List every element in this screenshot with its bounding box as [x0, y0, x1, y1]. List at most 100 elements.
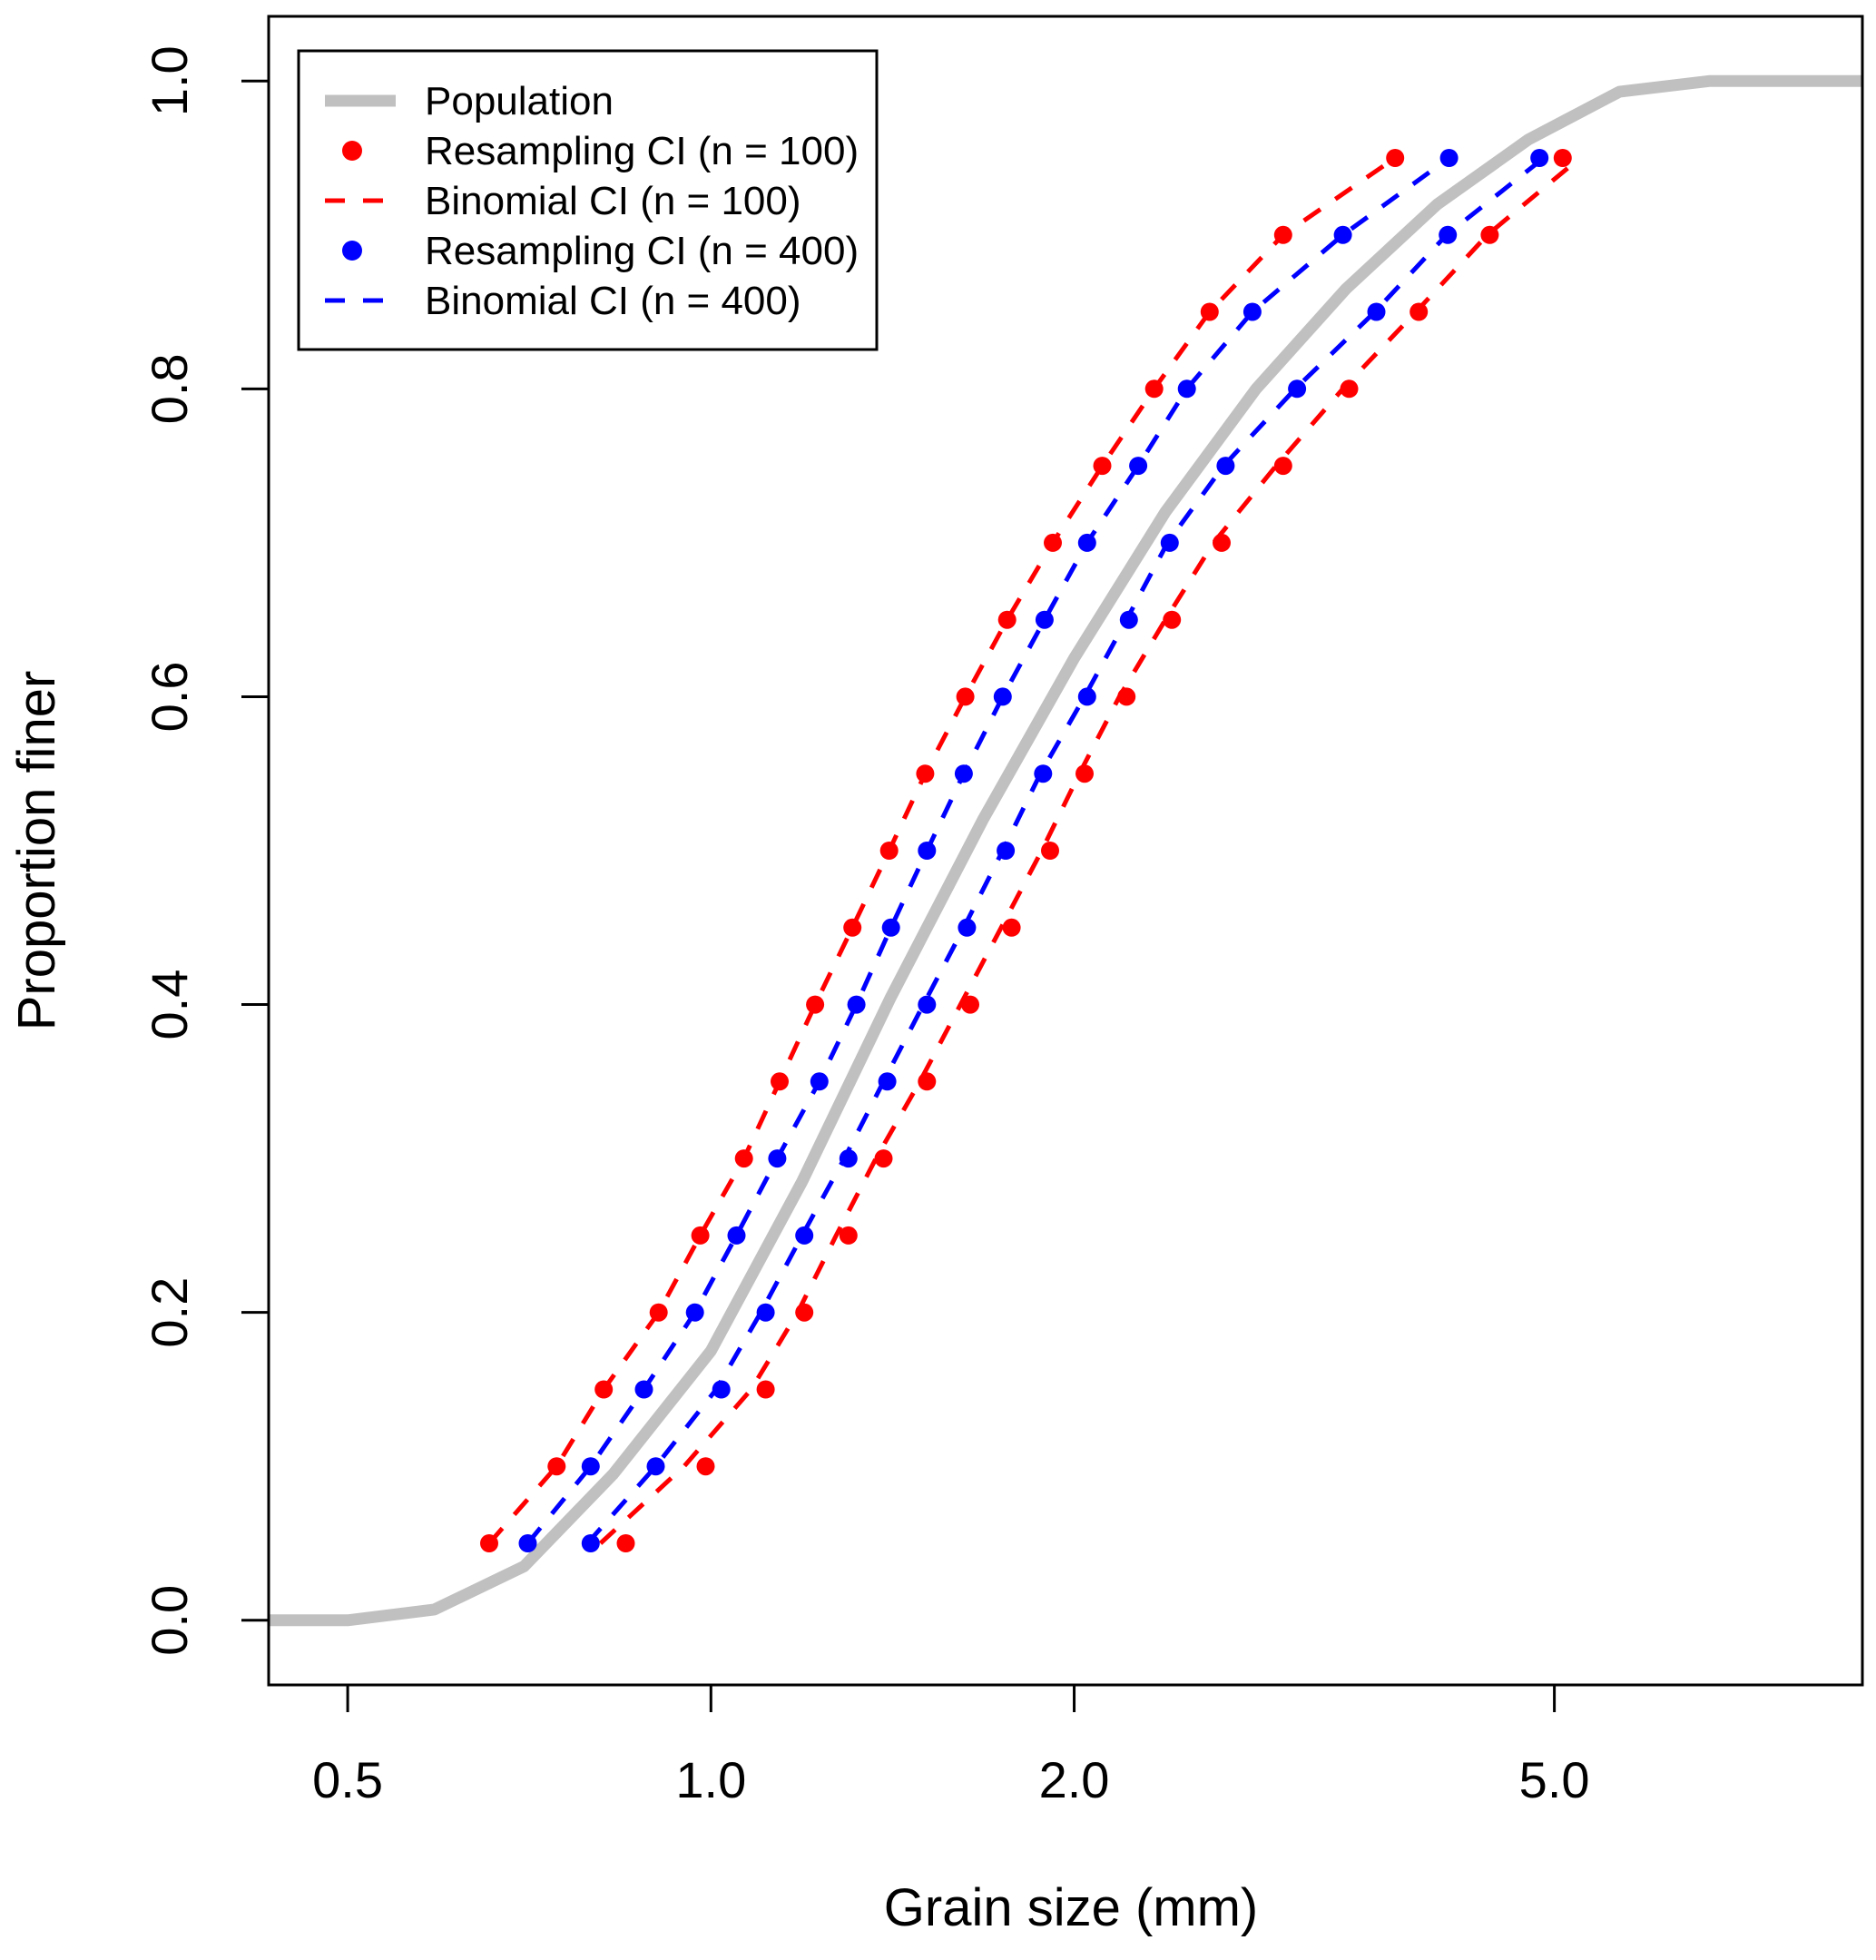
resampling-ci-n-400-lower-size-point	[1035, 610, 1054, 629]
resampling-ci-n-100-lower-size-point	[1386, 149, 1405, 167]
y-tick-label: 0.6	[141, 662, 198, 733]
x-tick-label: 0.5	[312, 1751, 383, 1808]
legend-item-binomial-ci-n-100-label: Binomial CI (n = 100)	[425, 179, 801, 223]
legend-item-binomial-ci-n-400-label: Binomial CI (n = 400)	[425, 279, 801, 323]
resampling-ci-n-100-upper-size-point	[1041, 842, 1059, 860]
resampling-ci-n-400-upper-size-point	[1367, 302, 1386, 321]
resampling-ci-n-400-upper-size-point	[1288, 379, 1307, 399]
resampling-ci-n-400-upper-size-point	[646, 1457, 665, 1476]
y-tick-label: 0.2	[141, 1277, 198, 1348]
resampling-ci-n-100-lower-size-point	[916, 764, 935, 783]
resampling-ci-n-100-upper-size-point	[1117, 687, 1136, 706]
resampling-ci-n-100-upper-size-point	[1340, 379, 1359, 399]
resampling-ci-n-100-upper-size-point	[918, 1072, 937, 1091]
resampling-ci-n-400-upper-size-point	[1034, 764, 1053, 783]
resampling-ci-n-100-upper-size-point	[874, 1149, 893, 1168]
resampling-ci-n-400-lower-size-point	[918, 842, 937, 860]
resampling-ci-n-100-lower-size-point	[771, 1072, 789, 1091]
resampling-ci-n-400-upper-size-point	[878, 1072, 897, 1091]
resampling-ci-n-100-lower-size-point	[734, 1149, 753, 1168]
y-tick-label: 0.0	[141, 1585, 198, 1656]
binomial-ci-n-400-lower-size-line	[525, 155, 1451, 1545]
y-tick-label: 0.4	[141, 970, 198, 1040]
resampling-ci-n-100-lower-size-point	[956, 687, 975, 706]
x-axis-title: Grain size (mm)	[884, 1878, 1258, 1937]
resampling-ci-n-100-lower-size-point	[997, 610, 1017, 629]
resampling-ci-n-100-lower-size-point	[843, 918, 862, 937]
resampling-ci-n-100-upper-size-point	[756, 1380, 775, 1399]
resampling-ci-n-400-upper-size-point	[756, 1303, 775, 1322]
resampling-ci-n-400-lower-size-point	[1129, 457, 1148, 476]
resampling-ci-n-400-upper-size-point	[1119, 610, 1138, 629]
resampling-ci-n-400-lower-size-point	[1242, 302, 1262, 321]
resampling-ci-n-100-lower-size-point	[691, 1226, 710, 1245]
resampling-ci-n-100-lower-size-point	[806, 995, 825, 1014]
resampling-ci-n-100-upper-size-point	[1163, 610, 1182, 629]
resampling-ci-n-100-upper-size-point	[961, 995, 979, 1014]
resampling-ci-n-400-lower-size-point	[581, 1457, 600, 1476]
x-tick-label: 5.0	[1519, 1751, 1590, 1808]
resampling-ci-n-400-upper-size-point	[581, 1534, 600, 1552]
binomial-ci-n-100-upper-size-line	[598, 156, 1582, 1545]
resampling-ci-n-100-upper-size-point	[616, 1534, 635, 1552]
resampling-ci-n-100-lower-size-point	[879, 842, 899, 860]
resampling-ci-n-100-upper-size-point	[1273, 457, 1292, 476]
legend-item-resampling-ci-n-100-swatch	[342, 141, 362, 161]
legend-item-resampling-ci-n-100-label: Resampling CI (n = 100)	[425, 129, 859, 173]
resampling-ci-n-400-lower-size-point	[847, 995, 866, 1014]
resampling-ci-n-100-upper-size-point	[1480, 225, 1499, 244]
x-tick-label: 2.0	[1039, 1751, 1110, 1808]
resampling-ci-n-400-lower-size-point	[518, 1534, 537, 1552]
resampling-ci-n-100-lower-size-point	[1144, 379, 1164, 399]
resampling-ci-n-400-upper-size-point	[1439, 225, 1458, 244]
resampling-ci-n-400-upper-size-point	[839, 1149, 858, 1168]
resampling-ci-n-400-upper-size-point	[795, 1226, 814, 1245]
population-line	[269, 74, 1862, 1627]
y-axis-title: Proportion finer	[7, 671, 66, 1031]
resampling-ci-n-400-upper-size-point	[712, 1380, 731, 1399]
resampling-ci-n-400-lower-size-point	[1439, 149, 1459, 167]
resampling-ci-n-100-upper-size-point	[795, 1303, 814, 1322]
resampling-ci-n-100-lower-size-point	[1200, 302, 1219, 321]
axis-layer: 0.5 1.0 2.0 5.0 0.0 0.2 0.4 0.6 0.8 1.0	[141, 45, 1590, 1808]
resampling-ci-n-400-upper-size-point	[1216, 457, 1235, 476]
legend-items: Population Resampling CI (n = 100) Binomia…	[325, 79, 859, 323]
y-tick-label: 1.0	[141, 45, 198, 116]
legend: Population Resampling CI (n = 100) Binomia…	[297, 49, 879, 351]
resampling-ci-n-100-upper-size-point	[1002, 918, 1021, 937]
resampling-ci-n-400-lower-size-point	[685, 1303, 704, 1322]
resampling-ci-n-400-lower-size-point	[634, 1380, 653, 1399]
resampling-ci-n-100-upper-size-point	[839, 1226, 858, 1245]
resampling-ci-n-400-lower-size-point	[1177, 379, 1196, 399]
resampling-ci-n-100-lower-size-point	[1044, 533, 1062, 552]
legend-item-population-label: Population	[425, 79, 614, 123]
resampling-ci-n-100-lower-size-point	[1273, 225, 1292, 244]
resampling-ci-n-400-lower-size-point	[768, 1149, 787, 1168]
resampling-ci-n-100-upper-size-point	[1553, 149, 1572, 167]
resampling-ci-n-400-upper-size-point	[1530, 149, 1549, 167]
binomial-ci-n-100-lower-size-line	[487, 155, 1397, 1545]
binomial-ci-n-400-upper-size-line	[585, 156, 1546, 1545]
resampling-ci-n-400-lower-size-point	[1333, 225, 1352, 244]
resampling-ci-n-100-upper-size-point	[1213, 533, 1231, 552]
resampling-ci-n-100-lower-size-point	[480, 1534, 498, 1552]
resampling-ci-n-100-lower-size-point	[1093, 457, 1112, 476]
resampling-ci-n-400-upper-size-point	[918, 995, 937, 1014]
resampling-ci-n-400-upper-size-point	[997, 842, 1016, 860]
series-layer	[269, 74, 1862, 1627]
resampling-ci-n-100-lower-size-point	[649, 1303, 668, 1322]
resampling-ci-n-400-upper-size-point	[958, 918, 977, 937]
x-tick-label: 1.0	[675, 1751, 746, 1808]
resampling-ci-n-400-lower-size-point	[881, 918, 900, 937]
resampling-ci-n-400-lower-size-point	[727, 1226, 746, 1245]
legend-item-resampling-ci-n-400-swatch	[342, 241, 362, 261]
resampling-ci-n-400-lower-size-point	[993, 687, 1012, 706]
resampling-ci-n-400-lower-size-point	[1077, 533, 1096, 552]
resampling-ci-n-100-lower-size-point	[594, 1380, 614, 1399]
resampling-ci-n-400-upper-size-point	[1077, 687, 1096, 706]
legend-item-resampling-ci-n-400-label: Resampling CI (n = 400)	[425, 229, 859, 273]
resampling-ci-n-100-upper-size-point	[696, 1457, 715, 1476]
resampling-ci-n-400-upper-size-point	[1160, 533, 1179, 552]
